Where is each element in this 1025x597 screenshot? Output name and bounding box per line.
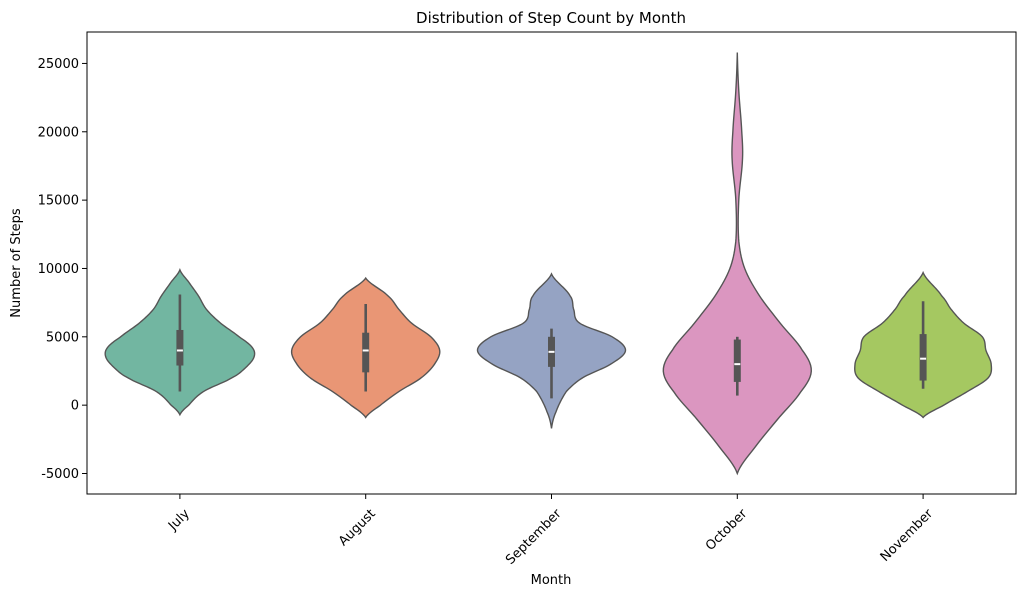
y-tick-label: 20000 <box>38 125 79 140</box>
violin-body <box>662 52 812 476</box>
y-tick-label: 25000 <box>38 57 79 72</box>
y-tick-label: 15000 <box>38 194 79 209</box>
y-axis-label: Number of Steps <box>9 208 24 318</box>
violin-iqr-box <box>362 332 370 373</box>
y-tick-label: 10000 <box>38 262 79 277</box>
plot-frame <box>86 31 1017 495</box>
violin-iqr-box <box>733 339 741 382</box>
chart-title: Distribution of Step Count by Month <box>416 9 686 27</box>
violins <box>104 52 993 476</box>
y-tick-label: 0 <box>71 399 79 414</box>
violin-iqr-box <box>919 334 927 381</box>
y-axis-ticks: -5000 0 5000 10000 15000 20000 25000 <box>38 57 87 482</box>
x-axis-label: Month <box>531 573 572 588</box>
y-tick-label: 5000 <box>46 330 79 345</box>
y-tick-label: -5000 <box>41 467 79 482</box>
violin-iqr-box <box>176 329 184 366</box>
